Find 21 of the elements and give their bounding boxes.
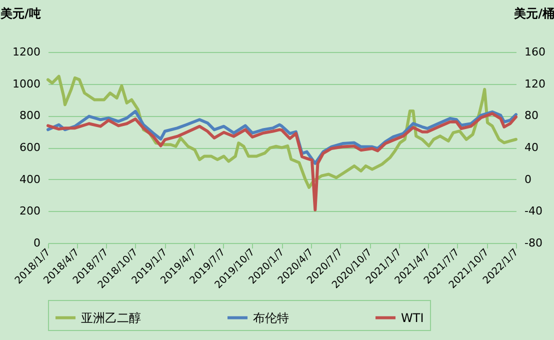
- y-tick-label: 600: [20, 141, 40, 154]
- legend-label: WTI: [401, 310, 424, 325]
- y2-tick-label: 40: [524, 141, 538, 154]
- y2-tick-label: 80: [524, 109, 538, 122]
- y-tick-label: 1000: [12, 77, 40, 90]
- legend-label: 布伦特: [253, 310, 289, 325]
- line-series: [46, 112, 518, 212]
- y2-tick-label: -40: [524, 204, 542, 218]
- y2-tick-label: 0: [524, 172, 532, 186]
- y2-tick-label: -80: [524, 236, 542, 250]
- y2-axis-title: 美元/桶: [513, 6, 554, 20]
- y2-tick-label: 160: [524, 46, 546, 58]
- legend-label: 亚洲乙二醇: [81, 310, 141, 325]
- y2-tick-label: 120: [524, 77, 546, 90]
- y-tick-label: 800: [20, 109, 40, 122]
- line-series: [46, 74, 518, 189]
- y-tick-label: 0: [34, 236, 40, 250]
- y-tick-label: 200: [20, 204, 40, 218]
- y-tick-label: 400: [20, 172, 40, 186]
- y-tick-label: 1200: [12, 46, 40, 58]
- y-axis-title: 美元/吨: [0, 6, 41, 20]
